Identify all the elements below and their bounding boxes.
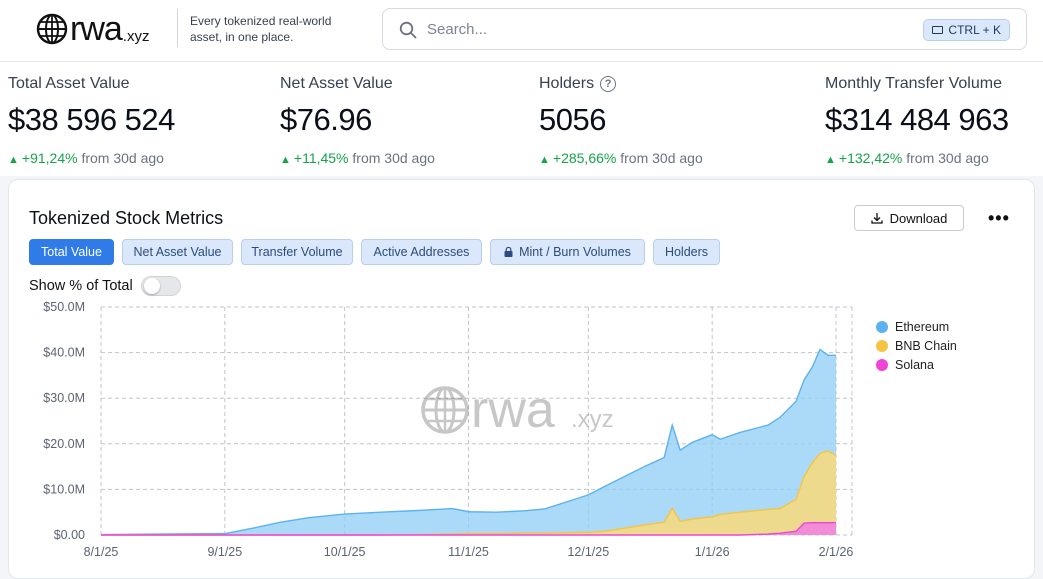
stat-value: $38 596 524 <box>8 102 175 137</box>
tab-mint-burn-volumes[interactable]: Mint / Burn Volumes <box>490 239 645 265</box>
metrics-card: Tokenized Stock Metrics Download ••• Tot… <box>8 179 1035 579</box>
y-tick-label: $20.0M <box>43 437 85 451</box>
stat-value: $76.96 <box>280 102 372 137</box>
keyboard-icon <box>932 26 944 34</box>
legend-label: BNB Chain <box>895 338 957 353</box>
divider <box>177 9 178 47</box>
stat-monthly-transfer-volume: Monthly Transfer Volume $314 484 963 ▲ +1… <box>825 74 1009 168</box>
stat-value: 5056 <box>539 102 606 137</box>
tab-holders[interactable]: Holders <box>653 239 720 265</box>
x-tick-label: 2/1/26 <box>819 545 854 559</box>
shortcut-label: CTRL + K <box>948 23 1001 37</box>
toggle-label: Show % of Total <box>29 278 133 294</box>
area-bnb-chain <box>101 451 836 535</box>
search-input[interactable]: Search... <box>427 21 488 38</box>
y-tick-label: $50.0M <box>43 300 85 314</box>
globe-icon <box>36 13 68 45</box>
toggle-knob <box>143 278 160 294</box>
stat-label: Holders? <box>539 74 703 94</box>
stats-row: Total Asset Value $38 596 524 ▲ +91,24% f… <box>0 62 1043 176</box>
legend-item-ethereum[interactable]: Ethereum <box>876 317 957 336</box>
y-tick-label: $30.0M <box>43 391 85 405</box>
stat-label: Monthly Transfer Volume <box>825 75 1002 92</box>
x-tick-label: 9/1/25 <box>207 545 242 559</box>
up-arrow-icon: ▲ <box>8 154 19 166</box>
lock-icon <box>504 247 513 257</box>
stat-total-asset-value: Total Asset Value $38 596 524 ▲ +91,24% f… <box>8 74 175 168</box>
tab-total-value[interactable]: Total Value <box>29 239 114 265</box>
search-bar[interactable]: Search... CTRL + K <box>382 8 1027 50</box>
series-line-solana <box>101 521 836 536</box>
change-period: from 30d ago <box>620 150 703 166</box>
legend-label: Solana <box>895 357 934 372</box>
show-percent-toggle-row: Show % of Total <box>29 276 181 296</box>
more-options-button[interactable]: ••• <box>988 208 1010 228</box>
tab-label: Total Value <box>41 245 102 259</box>
y-tick-label: $0.00 <box>54 528 85 542</box>
stat-holders: Holders? 5056 ▲ +285,66% from 30d ago <box>539 74 703 168</box>
tab-label: Active Addresses <box>373 245 470 259</box>
change-percent: +132,42% <box>838 150 903 166</box>
tab-label: Net Asset Value <box>133 245 222 259</box>
x-tick-label: 12/1/25 <box>567 545 609 559</box>
logo-text: rwa <box>70 10 123 48</box>
up-arrow-icon: ▲ <box>280 154 291 166</box>
download-label: Download <box>889 210 948 226</box>
stat-label-text: Holders <box>539 75 595 92</box>
tab-label: Holders <box>664 245 709 259</box>
logo-suffix: .xyz <box>122 28 150 45</box>
up-arrow-icon: ▲ <box>825 154 836 166</box>
stat-label: Total Asset Value <box>8 75 130 92</box>
y-tick-label: $40.0M <box>43 346 85 360</box>
download-icon <box>870 213 883 224</box>
x-tick-label: 10/1/25 <box>324 545 366 559</box>
logo[interactable]: rwa .xyz <box>36 11 149 47</box>
stat-label: Net Asset Value <box>280 75 393 92</box>
tab-label: Mint / Burn Volumes <box>519 245 631 259</box>
change-percent: +91,24% <box>21 150 78 166</box>
x-tick-label: 8/1/25 <box>84 545 119 559</box>
x-tick-label: 1/1/26 <box>695 545 730 559</box>
stat-value: $314 484 963 <box>825 102 1009 137</box>
legend-item-bnb-chain[interactable]: BNB Chain <box>876 336 957 355</box>
download-button[interactable]: Download <box>854 205 964 231</box>
watermark-suffix: .xyz <box>571 406 614 433</box>
tab-active-addresses[interactable]: Active Addresses <box>361 239 482 265</box>
change-period: from 30d ago <box>906 150 989 166</box>
legend-item-solana[interactable]: Solana <box>876 355 957 374</box>
help-icon[interactable]: ? <box>600 76 617 92</box>
card-title: Tokenized Stock Metrics <box>29 208 224 228</box>
tab-transfer-volume[interactable]: Transfer Volume <box>241 239 353 265</box>
watermark-text: rwa <box>471 381 555 439</box>
show-percent-toggle[interactable] <box>140 276 181 296</box>
tagline: Every tokenized real-world asset, in one… <box>190 14 332 44</box>
stat-change: ▲ +91,24% from 30d ago <box>8 150 175 168</box>
keyboard-shortcut-badge: CTRL + K <box>923 19 1010 41</box>
stat-change: ▲ +132,42% from 30d ago <box>825 150 1009 168</box>
area-ethereum <box>101 349 836 535</box>
stat-change: ▲ +285,66% from 30d ago <box>539 150 703 168</box>
stat-change: ▲ +11,45% from 30d ago <box>280 150 435 168</box>
up-arrow-icon: ▲ <box>539 154 550 166</box>
legend-dot <box>876 358 888 371</box>
change-period: from 30d ago <box>352 150 435 166</box>
series-line-ethereum <box>100 348 836 536</box>
tab-net-asset-value[interactable]: Net Asset Value <box>122 239 233 265</box>
legend-label: Ethereum <box>895 319 950 334</box>
change-percent: +11,45% <box>293 150 349 166</box>
search-icon <box>399 21 417 39</box>
change-period: from 30d ago <box>81 150 164 166</box>
stat-net-asset-value: Net Asset Value $76.96 ▲ +11,45% from 30d… <box>280 74 435 168</box>
stacked-area-chart: $0.00 $10.0M $20.0M $30.0M $40.0M $50.0M 8/1/2… <box>43 300 854 559</box>
legend-dot <box>876 320 888 333</box>
chart-legend: Ethereum BNB Chain Solana <box>876 317 957 374</box>
change-percent: +285,66% <box>552 150 617 166</box>
watermark: rwa .xyz <box>421 381 614 439</box>
top-header: rwa .xyz Every tokenized real-world asse… <box>0 0 1043 62</box>
legend-dot <box>876 339 888 352</box>
tab-label: Transfer Volume <box>251 245 343 259</box>
x-tick-label: 11/1/25 <box>448 545 489 559</box>
y-tick-label: $10.0M <box>43 482 85 496</box>
